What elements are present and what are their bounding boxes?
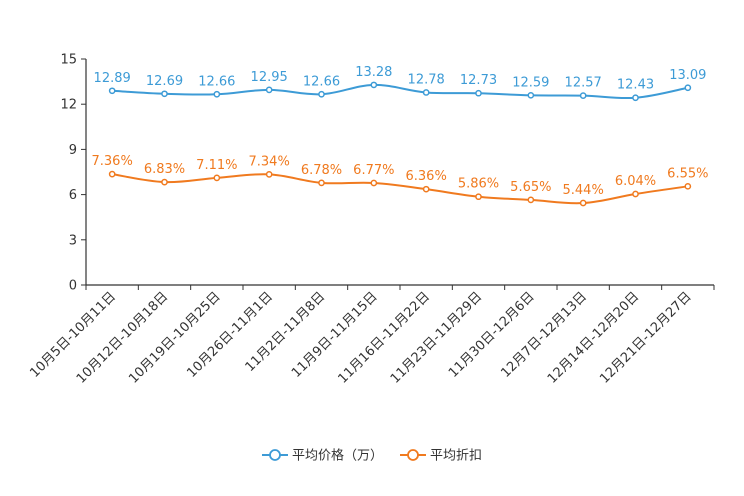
series-line xyxy=(112,173,688,205)
data-point[interactable] xyxy=(213,174,221,182)
data-point[interactable] xyxy=(632,190,639,198)
y-tick-label: 15 xyxy=(60,53,77,68)
data-point[interactable] xyxy=(579,199,587,207)
legend-label: 平均价格（万） xyxy=(292,448,383,464)
data-point[interactable] xyxy=(213,90,221,98)
data-label: 7.11% xyxy=(196,158,237,173)
x-tick-label: 10月5日-10月11日 xyxy=(27,289,119,381)
y-tick-label: 9 xyxy=(69,143,77,158)
data-point[interactable] xyxy=(108,170,116,178)
data-label: 6.04% xyxy=(615,174,656,189)
data-label: 12.66 xyxy=(198,74,235,89)
data-label: 7.36% xyxy=(92,154,133,169)
series-average-price: 12.89 12.69 12.66 12.95 12.66 13.28 12.78 12.73… xyxy=(94,65,706,102)
series-layer: 12.89 12.69 12.66 12.95 12.66 13.28 12.78 12.73… xyxy=(92,65,708,207)
data-label: 6.78% xyxy=(301,163,342,178)
data-point[interactable] xyxy=(527,91,535,99)
data-label: 7.34% xyxy=(249,154,290,169)
data-label: 12.95 xyxy=(251,70,288,85)
data-point[interactable] xyxy=(684,84,692,92)
x-tick-label: 10月19日-10月25日 xyxy=(126,289,223,386)
data-label: 12.57 xyxy=(565,76,602,91)
legend-label: 平均折扣 xyxy=(430,449,482,464)
data-label: 6.36% xyxy=(406,169,447,184)
data-label: 12.66 xyxy=(303,74,340,89)
legend-marker-icon xyxy=(269,449,281,461)
data-label: 5.86% xyxy=(458,177,499,192)
x-tick-label: 12月21日-12月27日 xyxy=(597,289,694,386)
data-label: 12.43 xyxy=(617,78,654,93)
data-label: 12.78 xyxy=(408,72,445,87)
data-point[interactable] xyxy=(108,87,116,95)
x-tick-label: 12月14日-12月20日 xyxy=(545,289,642,386)
data-point[interactable] xyxy=(527,196,535,204)
data-label: 5.44% xyxy=(563,183,604,198)
data-label: 6.83% xyxy=(144,162,185,177)
data-point[interactable] xyxy=(161,90,168,98)
x-tick-label: 10月12日-10月18日 xyxy=(74,289,171,386)
data-point[interactable] xyxy=(632,94,639,102)
data-point[interactable] xyxy=(684,182,692,190)
y-tick-label: 6 xyxy=(69,188,77,203)
y-tick-label: 0 xyxy=(69,279,77,294)
data-label: 12.69 xyxy=(146,74,183,89)
data-point[interactable] xyxy=(318,90,325,98)
legend-item-average-price[interactable]: 平均价格（万） xyxy=(262,448,383,464)
y-tick-label: 12 xyxy=(60,98,77,113)
data-label: 13.09 xyxy=(669,68,706,83)
data-point[interactable] xyxy=(422,89,430,96)
data-label: 12.89 xyxy=(94,71,131,86)
series-line xyxy=(112,83,689,100)
data-label: 5.65% xyxy=(510,180,551,195)
data-label: 6.55% xyxy=(667,166,708,181)
series-average-discount: 7.36% 6.83% 7.11% 7.34% 6.78% 6.77% 6.36% 5.86%… xyxy=(92,154,708,207)
data-point[interactable] xyxy=(318,179,325,187)
data-point[interactable] xyxy=(161,178,168,186)
data-label: 12.59 xyxy=(512,75,549,90)
legend-item-average-discount[interactable]: 平均折扣 xyxy=(400,449,482,464)
data-point[interactable] xyxy=(422,185,430,193)
data-point[interactable] xyxy=(370,179,378,187)
data-point[interactable] xyxy=(370,81,378,89)
data-point[interactable] xyxy=(265,86,273,94)
data-point[interactable] xyxy=(579,92,587,99)
chart-axes: 0 3 6 9 12 15 10月5日-10月11日10月12日-10月18日10月19日-… xyxy=(27,53,715,387)
data-label: 12.73 xyxy=(460,73,497,88)
data-label: 6.77% xyxy=(353,163,394,178)
chart-legend[interactable]: 平均价格（万） 平均折扣 xyxy=(262,448,482,464)
legend-marker-icon xyxy=(407,449,419,461)
y-tick-label: 3 xyxy=(69,233,77,248)
x-tick-label: 11月16日-11月22日 xyxy=(336,289,433,386)
data-point[interactable] xyxy=(475,89,482,97)
data-label: 13.28 xyxy=(355,65,392,80)
data-point[interactable] xyxy=(475,193,482,201)
data-point[interactable] xyxy=(265,171,273,178)
x-tick-label: 11月23日-11月29日 xyxy=(388,289,485,386)
